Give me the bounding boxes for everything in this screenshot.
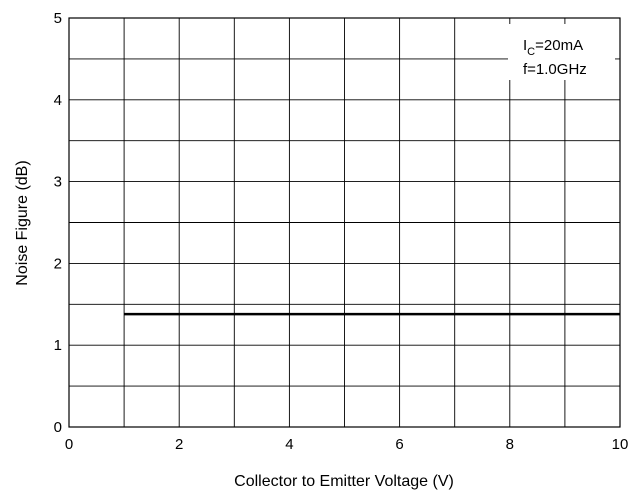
x-tick-label: 10 [612,436,629,453]
annotation-current-subscript: C [527,46,535,58]
x-axis-label: Collector to Emitter Voltage (V) [234,473,454,490]
y-tick-label: 5 [54,10,62,27]
x-tick-label: 2 [175,436,183,453]
x-tick-label: 0 [65,436,73,453]
x-tick-label: 4 [285,436,293,453]
annotation-box [508,24,615,80]
y-tick-label: 2 [54,255,62,272]
y-axis-label: Noise Figure (dB) [14,160,31,285]
annotation-current-value: =20mA [535,37,583,54]
grid-lines [69,18,620,427]
y-tick-label: 0 [54,419,62,436]
y-tick-label: 4 [54,92,62,109]
annotation-current: IC=20mA [523,37,583,58]
annotation-frequency: f=1.0GHz [523,61,587,78]
annotation-current-symbol: I [523,37,527,54]
x-tick-label: 6 [395,436,403,453]
y-tick-label: 1 [54,337,62,354]
plot-frame [68,17,621,428]
x-tick-labels: 0 2 4 6 8 10 [65,436,629,453]
y-tick-label: 3 [54,174,62,191]
x-tick-label: 8 [506,436,514,453]
y-tick-labels: 0 1 2 3 4 5 [54,10,62,436]
condition-annotation: IC=20mA f=1.0GHz [508,24,615,80]
